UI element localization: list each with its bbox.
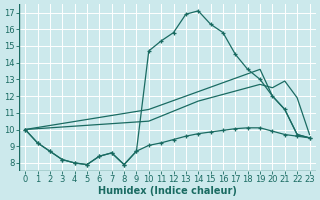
X-axis label: Humidex (Indice chaleur): Humidex (Indice chaleur): [98, 186, 237, 196]
